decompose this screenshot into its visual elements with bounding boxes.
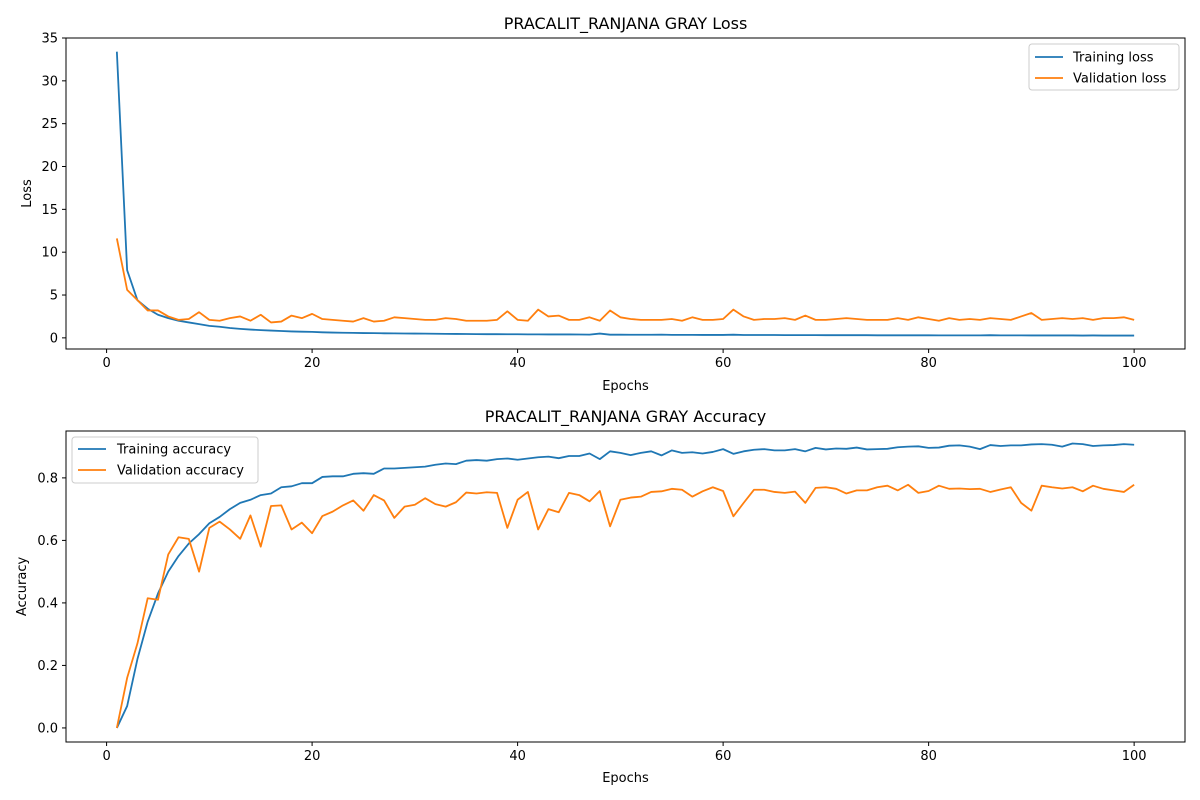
accuracy-x-tick-label: 20 (304, 749, 321, 764)
accuracy-chart-lines (115, 442, 1135, 729)
accuracy-y-tick-label: 0.2 (37, 659, 58, 674)
loss-chart-frame (65, 37, 1186, 350)
training-loss-series-line (115, 51, 1135, 337)
loss-legend-box (1028, 43, 1180, 91)
loss-y-tick-label: 5 (50, 289, 58, 304)
legend-training-accuracy-label: Training accuracy (116, 443, 231, 458)
accuracy-x-tick-label: 80 (920, 749, 937, 764)
loss-chart: PRACALIT_RANJANA GRAY Loss 0 20 40 60 80 1000… (20, 14, 1186, 394)
loss-y-tick-label: 35 (41, 32, 58, 47)
loss-y-tick-label: 30 (41, 74, 58, 89)
accuracy-legend: Training accuracy Validation accuracy (71, 436, 259, 484)
loss-x-tick-label: 0 (102, 356, 110, 371)
loss-y-tick-label: 20 (41, 160, 58, 175)
loss-x-tick-label: 80 (920, 356, 937, 371)
loss-y-tick-label: 25 (41, 117, 58, 132)
legend-training-loss-label: Training loss (1072, 51, 1154, 66)
loss-chart-ticks: 0 20 40 60 80 100 0 5 10 15 20 25 30 35 (41, 32, 1146, 372)
accuracy-chart-ticks: 0 20 40 60 80 100 0.0 0.2 0.4 0.6 0.8 (37, 471, 1146, 764)
accuracy-x-tick-label: 40 (509, 749, 526, 764)
loss-x-tick-label: 60 (715, 356, 732, 371)
accuracy-x-tick-label: 60 (715, 749, 732, 764)
training-accuracy-series-line (116, 442, 1135, 729)
loss-x-tick-label: 40 (509, 356, 526, 371)
accuracy-legend-box (71, 436, 259, 484)
accuracy-chart-title: PRACALIT_RANJANA GRAY Accuracy (485, 407, 767, 427)
loss-y-axis-label: Loss (20, 179, 35, 208)
accuracy-x-tick-label: 100 (1122, 749, 1147, 764)
loss-y-tick-label: 0 (50, 331, 58, 346)
accuracy-y-tick-label: 0.6 (37, 534, 58, 549)
accuracy-y-tick-label: 0.0 (37, 721, 58, 736)
loss-x-axis-label: Epochs (602, 379, 649, 394)
validation-loss-series-line (115, 238, 1135, 324)
accuracy-y-axis-label: Accuracy (15, 557, 30, 617)
loss-y-tick-label: 10 (41, 246, 58, 261)
accuracy-x-axis-label: Epochs (602, 771, 649, 786)
accuracy-chart: PRACALIT_RANJANA GRAY Accuracy 0 20 40 60 80… (15, 407, 1186, 786)
loss-x-tick-label: 20 (304, 356, 321, 371)
loss-y-tick-label: 15 (41, 203, 58, 218)
loss-chart-lines (115, 51, 1135, 337)
accuracy-chart-frame (65, 430, 1186, 743)
legend-validation-loss-label: Validation loss (1073, 72, 1167, 87)
accuracy-x-tick-label: 0 (102, 749, 110, 764)
validation-accuracy-series-line (115, 483, 1135, 729)
loss-x-tick-label: 100 (1122, 356, 1147, 371)
legend-validation-accuracy-label: Validation accuracy (117, 464, 244, 479)
loss-legend: Training loss Validation loss (1028, 43, 1180, 91)
loss-chart-title: PRACALIT_RANJANA GRAY Loss (504, 14, 748, 34)
accuracy-y-tick-label: 0.8 (37, 471, 58, 486)
accuracy-y-tick-label: 0.4 (37, 596, 58, 611)
